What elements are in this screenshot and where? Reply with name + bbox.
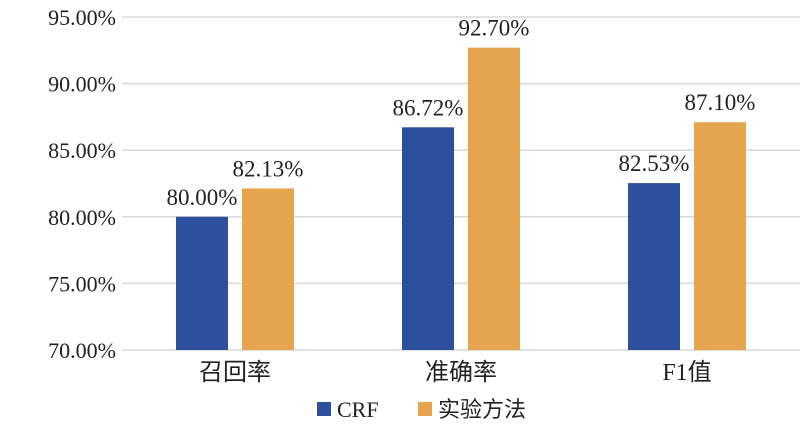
y-tick-label: 80.00% (48, 205, 116, 230)
bar-crf-1 (402, 127, 454, 350)
bar-experiment-1 (468, 47, 520, 351)
y-tick-label: 75.00% (48, 271, 116, 296)
bar-experiment-2 (694, 122, 746, 350)
category-label: 召回率 (199, 359, 271, 386)
category-label: 准确率 (425, 359, 497, 386)
bars (176, 47, 746, 351)
x-axis-categories: 召回率 准确率 F1值 (199, 359, 712, 386)
data-labels: 80.00% 82.13% 86.72% 92.70% 82.53% 87.10% (167, 16, 756, 210)
y-tick-label: 90.00% (48, 72, 116, 97)
data-label: 80.00% (167, 185, 238, 210)
legend-swatch (418, 402, 432, 416)
data-label: 82.53% (619, 151, 690, 176)
y-tick-label: 70.00% (48, 338, 116, 363)
y-tick-label: 85.00% (48, 138, 116, 163)
legend-label: CRF (337, 397, 379, 422)
legend-swatch (317, 402, 331, 416)
legend: CRF 实验方法 (317, 397, 526, 422)
bar-experiment-0 (242, 188, 294, 350)
data-label: 92.70% (459, 16, 530, 41)
data-label: 87.10% (685, 90, 756, 115)
data-label: 82.13% (233, 156, 304, 181)
y-tick-label: 95.00% (48, 5, 116, 30)
category-label: F1值 (662, 359, 711, 386)
y-axis-ticks: 70.00% 75.00% 80.00% 85.00% 90.00% 95.00% (48, 5, 116, 363)
legend-label: 实验方法 (438, 397, 526, 422)
bar-crf-0 (176, 216, 228, 350)
data-label: 86.72% (393, 95, 464, 120)
gridlines (122, 16, 800, 351)
bar-crf-2 (628, 183, 680, 350)
